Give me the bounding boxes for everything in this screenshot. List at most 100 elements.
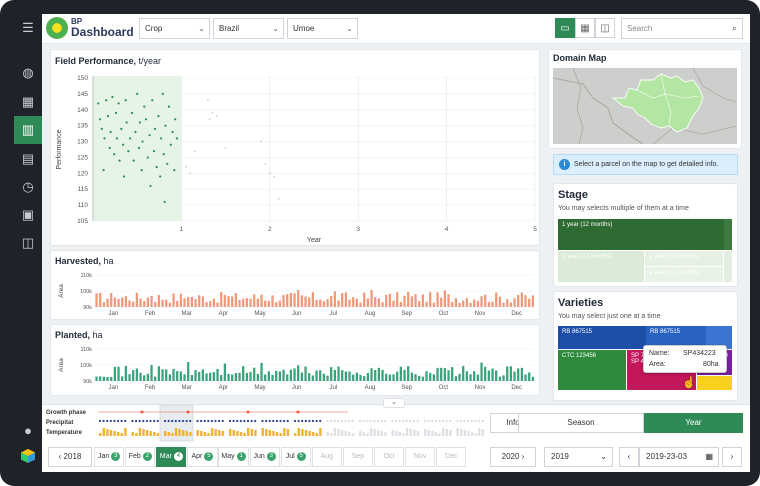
stage-tile-5[interactable] — [724, 251, 732, 282]
table-icon[interactable]: ▤ — [21, 151, 35, 166]
month-nov[interactable]: Nov — [405, 447, 436, 467]
bar — [432, 374, 436, 381]
globe-icon[interactable]: ◍ — [22, 65, 34, 80]
country-select[interactable]: Brazil ⌄ — [213, 18, 284, 39]
data-point — [148, 134, 151, 137]
bar — [132, 301, 135, 307]
data-point — [152, 149, 156, 153]
map-icon[interactable]: ▦ — [21, 94, 35, 109]
bar — [348, 371, 351, 381]
search-input[interactable]: Search ⌕ — [621, 18, 743, 39]
precipitation-mark — [384, 419, 387, 423]
month-mar[interactable]: Mar 4 — [156, 447, 187, 467]
month-jun[interactable]: Jun 3 — [249, 447, 280, 467]
menu-icon[interactable]: ☰ — [22, 20, 34, 35]
chart-icon[interactable]: ▥ — [14, 116, 42, 144]
temperature-bar — [185, 431, 188, 436]
month-dec[interactable]: Dec — [436, 447, 467, 467]
temperature-bar — [207, 433, 210, 436]
stage-tile-2[interactable]: 2 year (12 months) — [558, 251, 644, 282]
bar — [113, 297, 117, 307]
temperature-bar — [460, 429, 463, 436]
year-button[interactable]: Year — [644, 413, 743, 433]
variety-tile-7[interactable] — [697, 376, 732, 390]
stage-subtitle: You may selects multiple of them at a ti… — [558, 205, 689, 212]
bar — [154, 301, 157, 307]
temperature-bar — [120, 433, 123, 436]
bar — [322, 373, 326, 381]
precipitation-mark — [243, 419, 246, 423]
bar — [326, 375, 329, 381]
bar — [165, 369, 168, 381]
month-jan[interactable]: Jan 3 — [94, 447, 125, 467]
temperature-bar — [283, 428, 286, 436]
data-point — [151, 99, 154, 102]
bar — [484, 366, 487, 381]
domain-map-panel: Domain Map — [548, 49, 742, 149]
layout-single-button[interactable]: ▭ — [555, 18, 575, 38]
country-select-value: Brazil — [219, 24, 240, 33]
crop-select[interactable]: Crop ⌄ — [139, 18, 210, 39]
month-feb[interactable]: Feb 2 — [125, 447, 156, 467]
month-apr[interactable]: Apr 5 — [187, 447, 218, 467]
region-select[interactable]: Umoe ⌄ — [287, 18, 358, 39]
temperature-bar — [164, 431, 167, 436]
precipitation-mark — [178, 419, 181, 423]
bar — [194, 370, 197, 381]
year-select[interactable]: 2019 ⌄ — [544, 447, 613, 467]
stage-tile-4[interactable]: 4 year (12 months) — [645, 267, 723, 282]
report-icon[interactable]: ◫ — [21, 235, 35, 250]
domain-map[interactable] — [553, 68, 737, 144]
bar — [176, 300, 179, 307]
precipitation-mark — [460, 419, 463, 423]
collapse-toggle[interactable]: ⌄ — [383, 398, 405, 408]
date-input[interactable]: 2019-23-03 ▦ — [639, 447, 719, 467]
y-tick-label: 110 — [78, 202, 89, 209]
next-day-button[interactable]: › — [722, 447, 742, 467]
month-jul[interactable]: Jul 5 — [280, 447, 311, 467]
next-year-button[interactable]: 2020 › — [490, 447, 536, 467]
temperature-bar — [243, 433, 246, 436]
y-axis-title: Area — [58, 358, 65, 372]
month-aug[interactable]: Aug — [311, 447, 342, 467]
bar — [190, 375, 194, 381]
harvested-panel: Harvested, ha 110k 100k 90k Area Jan Feb Mar Ap… — [50, 250, 540, 320]
temperature-bar — [232, 430, 235, 436]
variety-tile-2[interactable]: RB 867515 — [646, 326, 706, 349]
temperature-bar — [344, 431, 347, 436]
temperature-bar — [142, 429, 145, 436]
precipitation-mark — [218, 419, 221, 423]
precipitation-mark — [196, 419, 199, 423]
user-icon[interactable]: ● — [24, 422, 32, 438]
x-tick-label: Dec — [511, 385, 522, 391]
month-sep[interactable]: Sep — [342, 447, 374, 467]
x-tick-label: Jan — [108, 385, 118, 391]
season-button[interactable]: Season — [518, 413, 644, 433]
bar — [381, 302, 384, 307]
prev-year-button[interactable]: ‹ 2018 — [48, 447, 92, 467]
precipitation-mark — [254, 419, 257, 423]
bar — [234, 372, 238, 381]
precipitation-mark — [409, 419, 412, 423]
y-tick-label: 145 — [77, 91, 88, 98]
bar — [297, 365, 300, 381]
stage-tile-1[interactable]: 1 year (12 months) — [558, 219, 724, 250]
history-icon[interactable]: ◷ — [22, 179, 34, 194]
stage-tile-1b[interactable] — [724, 219, 732, 250]
precipitation-mark — [236, 419, 239, 423]
data-point — [163, 200, 166, 204]
clipboard-icon[interactable]: ▣ — [21, 207, 35, 222]
variety-tile-3[interactable] — [706, 326, 732, 349]
prev-day-button[interactable]: ‹ — [619, 447, 639, 467]
variety-tile-4[interactable]: CTC 123456 — [558, 350, 626, 390]
precipitation-label: Precipitat — [46, 420, 74, 426]
bar — [260, 294, 263, 307]
variety-tile-1[interactable]: RB 867515 — [558, 326, 646, 349]
month-may[interactable]: May 1 — [218, 447, 249, 467]
layout-grid-button[interactable]: ▦ — [575, 18, 595, 38]
layout-split-button[interactable]: ◫ — [595, 18, 615, 38]
month-oct[interactable]: Oct — [373, 447, 405, 467]
bar — [198, 371, 201, 381]
bar — [495, 370, 498, 381]
stage-tile-3[interactable]: 3 year (12 months) — [645, 251, 723, 266]
